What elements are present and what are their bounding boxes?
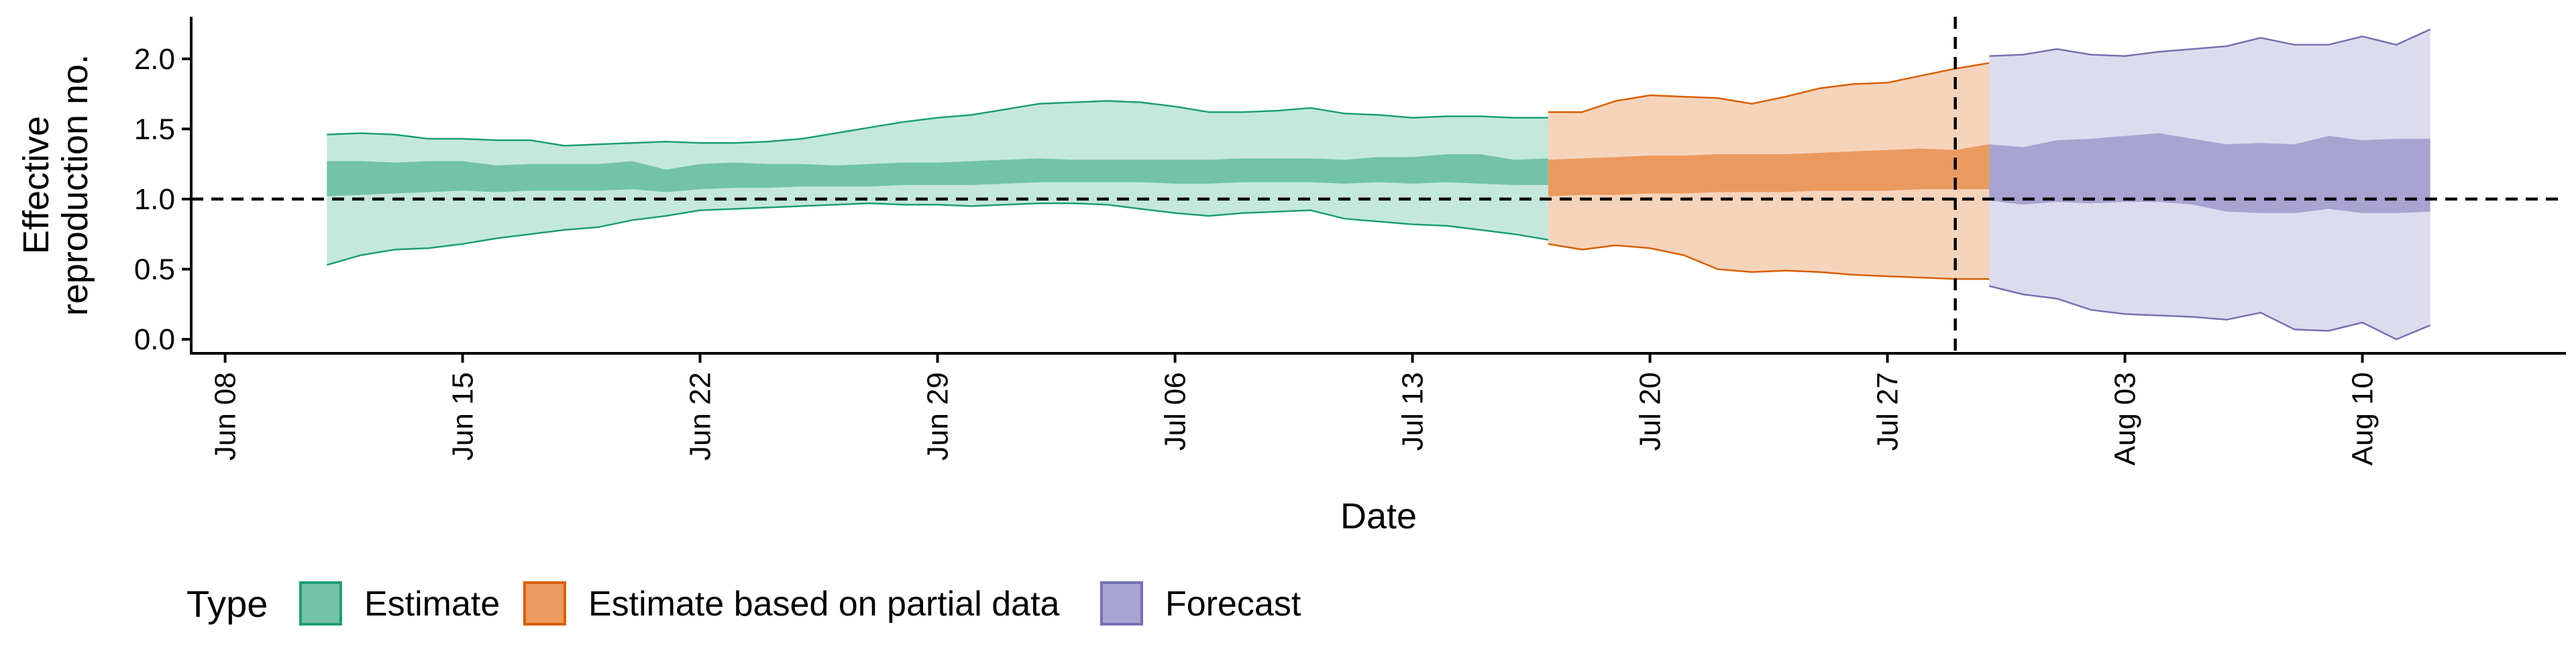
- series-estimate-based-on-partial-data: [1548, 56, 2024, 282]
- legend-swatch-forecast: [1100, 581, 1143, 626]
- y-axis-title-line: reproduction no.: [55, 54, 95, 316]
- bands-layer: [326, 28, 2431, 341]
- x-tick-label: Jun 15: [447, 372, 480, 461]
- legend-swatch-estimate: [299, 581, 342, 626]
- lower-bound-line-forecast: [1989, 285, 2431, 341]
- upper-bound-line-estimate: [327, 100, 1548, 147]
- x-tick-label: Jul 20: [1634, 372, 1667, 451]
- lower-bound-line-estimate-based-on-partial-data: [1548, 243, 2023, 282]
- x-axis-title: Date: [1340, 496, 1417, 536]
- legend-item-estimate: Estimate: [299, 581, 500, 626]
- x-tick-label: Jun 29: [922, 372, 955, 461]
- x-tick-label: Jul 27: [1872, 372, 1904, 451]
- legend-label-estimate-based-on-partial-data: Estimate based on partial data: [588, 585, 1060, 624]
- legend-label-estimate: Estimate: [364, 585, 500, 624]
- y-tick-label: 2.0: [134, 43, 175, 76]
- y-tick-label: 0.0: [134, 323, 175, 356]
- inner-band-estimate-based-on-partial-data: [1548, 144, 2023, 196]
- legend-item-forecast: Forecast: [1100, 581, 1301, 626]
- x-tick-label: Jul 06: [1159, 372, 1192, 451]
- x-tick-label: Aug 03: [2109, 372, 2142, 465]
- x-tick-label: Aug 10: [2347, 372, 2379, 465]
- legend-title: Type: [186, 583, 268, 625]
- x-tick-label: Jun 22: [684, 372, 717, 461]
- legend: Type Estimate Estimate based on partial da…: [186, 581, 1301, 626]
- x-tick-label: Jul 13: [1397, 372, 1430, 451]
- upper-bound-line-estimate-based-on-partial-data: [1548, 56, 2024, 113]
- y-axis-title-line: Effective: [16, 116, 56, 254]
- legend-item-estimate-based-on-partial-data: Estimate based on partial data: [523, 581, 1060, 626]
- upper-bound-line-forecast: [1989, 28, 2431, 57]
- x-tick-label: Jun 08: [209, 372, 242, 461]
- series-forecast: [1989, 28, 2431, 341]
- axes-layer: 0.0 0.5 1.0 1.5 2.0 Jun 08 Jun 15 Jun 22 Jun 29 J…: [16, 17, 2566, 536]
- reference-lines-layer: [191, 17, 2566, 353]
- inner-band-estimate: [327, 154, 1548, 196]
- y-tick-label: 1.5: [134, 113, 175, 145]
- y-axis-title: Effectivereproduction no.: [16, 54, 95, 316]
- series-estimate: [326, 100, 1549, 266]
- y-tick-label: 0.5: [134, 253, 175, 286]
- inner-band-forecast: [1989, 133, 2430, 213]
- legend-swatch-estimate-based-on-partial-data: [523, 581, 566, 626]
- y-tick-label: 1.0: [134, 183, 175, 216]
- legend-label-forecast: Forecast: [1165, 585, 1301, 624]
- lower-bound-line-estimate: [326, 202, 1549, 266]
